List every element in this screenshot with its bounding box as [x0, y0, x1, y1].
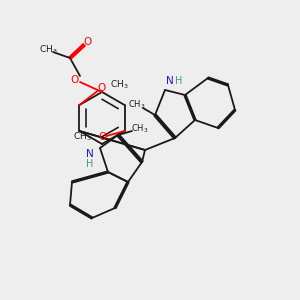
- Text: H: H: [175, 76, 183, 86]
- Text: CH$_3$: CH$_3$: [128, 99, 146, 111]
- Text: H: H: [86, 159, 94, 169]
- Text: O: O: [98, 132, 106, 142]
- Text: CH$_3$: CH$_3$: [73, 131, 92, 143]
- Text: O: O: [98, 83, 106, 93]
- Text: N: N: [86, 149, 94, 159]
- Text: O: O: [84, 37, 92, 47]
- Text: O: O: [70, 75, 79, 85]
- Text: CH$_3$: CH$_3$: [110, 79, 129, 91]
- Text: N: N: [166, 76, 174, 86]
- Text: CH$_3$: CH$_3$: [131, 123, 149, 135]
- Text: CH$_3$: CH$_3$: [39, 44, 57, 56]
